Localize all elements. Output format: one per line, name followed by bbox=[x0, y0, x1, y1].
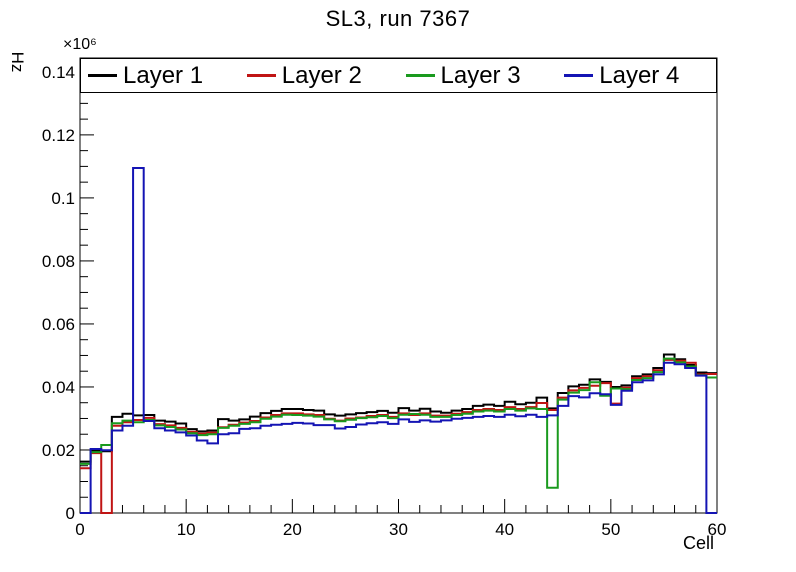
histogram-layer-4 bbox=[80, 166, 717, 514]
x-axis-title: Cell bbox=[683, 533, 715, 553]
y-tick-label: 0.06 bbox=[42, 315, 75, 334]
legend-label-layer-2: Layer 2 bbox=[281, 61, 362, 89]
layer-4-line-sample-icon bbox=[564, 74, 594, 77]
x-tick-label: 30 bbox=[389, 520, 408, 539]
y-axis-exponent: ×10⁶ bbox=[63, 36, 97, 53]
legend: Layer 1 Layer 2 Layer 3 Layer 4 bbox=[80, 58, 717, 93]
x-tick-label: 50 bbox=[601, 520, 620, 539]
plot-frame bbox=[79, 57, 718, 514]
legend-entry-layer-1: Layer 1 bbox=[81, 61, 240, 89]
histogram-layer-1 bbox=[80, 353, 717, 463]
x-tick-label: 40 bbox=[495, 520, 514, 539]
x-tick-label: 0 bbox=[75, 520, 84, 539]
y-axis-title: Hz bbox=[8, 51, 27, 73]
y-tick-label: 0.14 bbox=[42, 63, 75, 82]
layer-3-line-sample-icon bbox=[405, 74, 435, 77]
y-tick-label: 0.04 bbox=[42, 378, 75, 397]
legend-entry-layer-4: Layer 4 bbox=[557, 61, 716, 89]
y-tick-label: 0 bbox=[66, 504, 75, 523]
legend-entry-layer-2: Layer 2 bbox=[240, 61, 399, 89]
x-tick-label: 20 bbox=[283, 520, 302, 539]
layer-1-line-sample-icon bbox=[88, 74, 117, 77]
y-tick-label: 0.02 bbox=[42, 441, 75, 460]
y-tick-label: 0.08 bbox=[42, 252, 75, 271]
y-tick-label: 0.1 bbox=[51, 189, 75, 208]
legend-label-layer-1: Layer 1 bbox=[123, 61, 204, 89]
chart-title: SL3, run 7367 bbox=[325, 6, 471, 31]
histogram-layer-2 bbox=[80, 358, 717, 514]
layer-2-line-sample-icon bbox=[246, 74, 276, 77]
x-tick-label: 60 bbox=[708, 520, 727, 539]
legend-label-layer-3: Layer 3 bbox=[440, 61, 521, 89]
legend-entry-layer-3: Layer 3 bbox=[399, 61, 558, 89]
y-tick-label: 0.12 bbox=[42, 126, 75, 145]
x-tick-label: 10 bbox=[177, 520, 196, 539]
legend-label-layer-4: Layer 4 bbox=[599, 61, 680, 89]
